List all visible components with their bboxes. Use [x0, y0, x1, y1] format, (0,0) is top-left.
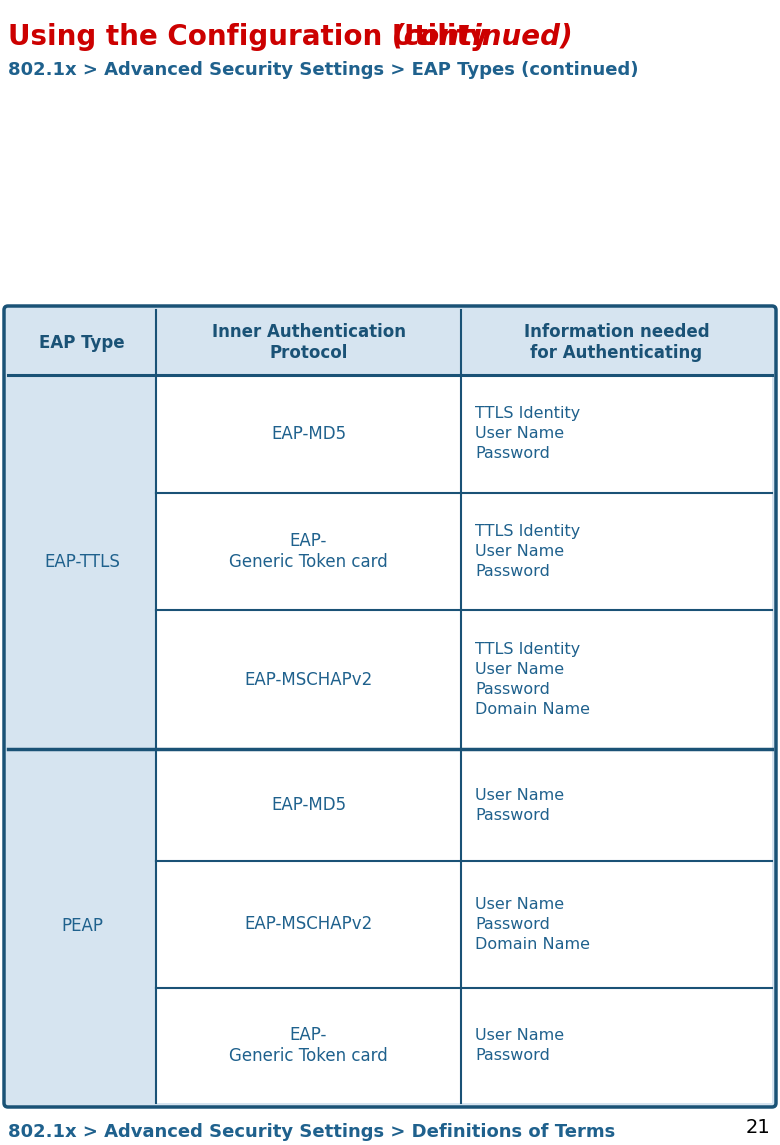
- Text: User Name
Password
Domain Name: User Name Password Domain Name: [475, 898, 590, 951]
- Text: User Name
Password: User Name Password: [475, 1028, 564, 1063]
- Text: EAP-MSCHAPv2: EAP-MSCHAPv2: [244, 671, 373, 688]
- Bar: [8, 310, 772, 376]
- Text: EAP-MSCHAPv2: EAP-MSCHAPv2: [244, 916, 373, 933]
- Text: EAP-MD5: EAP-MD5: [271, 425, 346, 443]
- Text: PEAP: PEAP: [61, 917, 103, 935]
- Text: TTLS Identity
User Name
Password: TTLS Identity User Name Password: [475, 524, 580, 578]
- Text: 802.1x > Advanced Security Settings > EAP Types (continued): 802.1x > Advanced Security Settings > EA…: [8, 61, 639, 79]
- Bar: [461, 492, 772, 610]
- Bar: [461, 861, 772, 987]
- Bar: [461, 376, 772, 492]
- Text: Inner Authentication
Protocol: Inner Authentication Protocol: [211, 323, 406, 362]
- Text: 802.1x > Advanced Security Settings > Definitions of Terms: 802.1x > Advanced Security Settings > De…: [8, 1123, 615, 1142]
- Text: User Name
Password: User Name Password: [475, 788, 564, 822]
- Bar: [156, 492, 461, 610]
- Bar: [461, 749, 772, 861]
- Text: TTLS Identity
User Name
Password: TTLS Identity User Name Password: [475, 406, 580, 461]
- Text: EAP-
Generic Token card: EAP- Generic Token card: [229, 532, 388, 571]
- Text: EAP-
Generic Token card: EAP- Generic Token card: [229, 1026, 388, 1065]
- FancyBboxPatch shape: [4, 306, 776, 1107]
- Text: EAP-TTLS: EAP-TTLS: [44, 553, 120, 571]
- Text: TTLS Identity
User Name
Password
Domain Name: TTLS Identity User Name Password Domain …: [475, 642, 590, 717]
- Text: EAP Type: EAP Type: [39, 333, 125, 352]
- Bar: [461, 987, 772, 1103]
- Text: (continued): (continued): [392, 23, 573, 52]
- Text: EAP-MD5: EAP-MD5: [271, 796, 346, 814]
- Bar: [156, 749, 461, 861]
- Bar: [156, 610, 461, 749]
- Bar: [156, 376, 461, 492]
- Bar: [156, 861, 461, 987]
- Bar: [156, 987, 461, 1103]
- Text: Information needed
for Authenticating: Information needed for Authenticating: [523, 323, 709, 362]
- Bar: [461, 610, 772, 749]
- Text: 21: 21: [745, 1118, 770, 1137]
- Text: Using the Configuration Utility: Using the Configuration Utility: [8, 23, 498, 52]
